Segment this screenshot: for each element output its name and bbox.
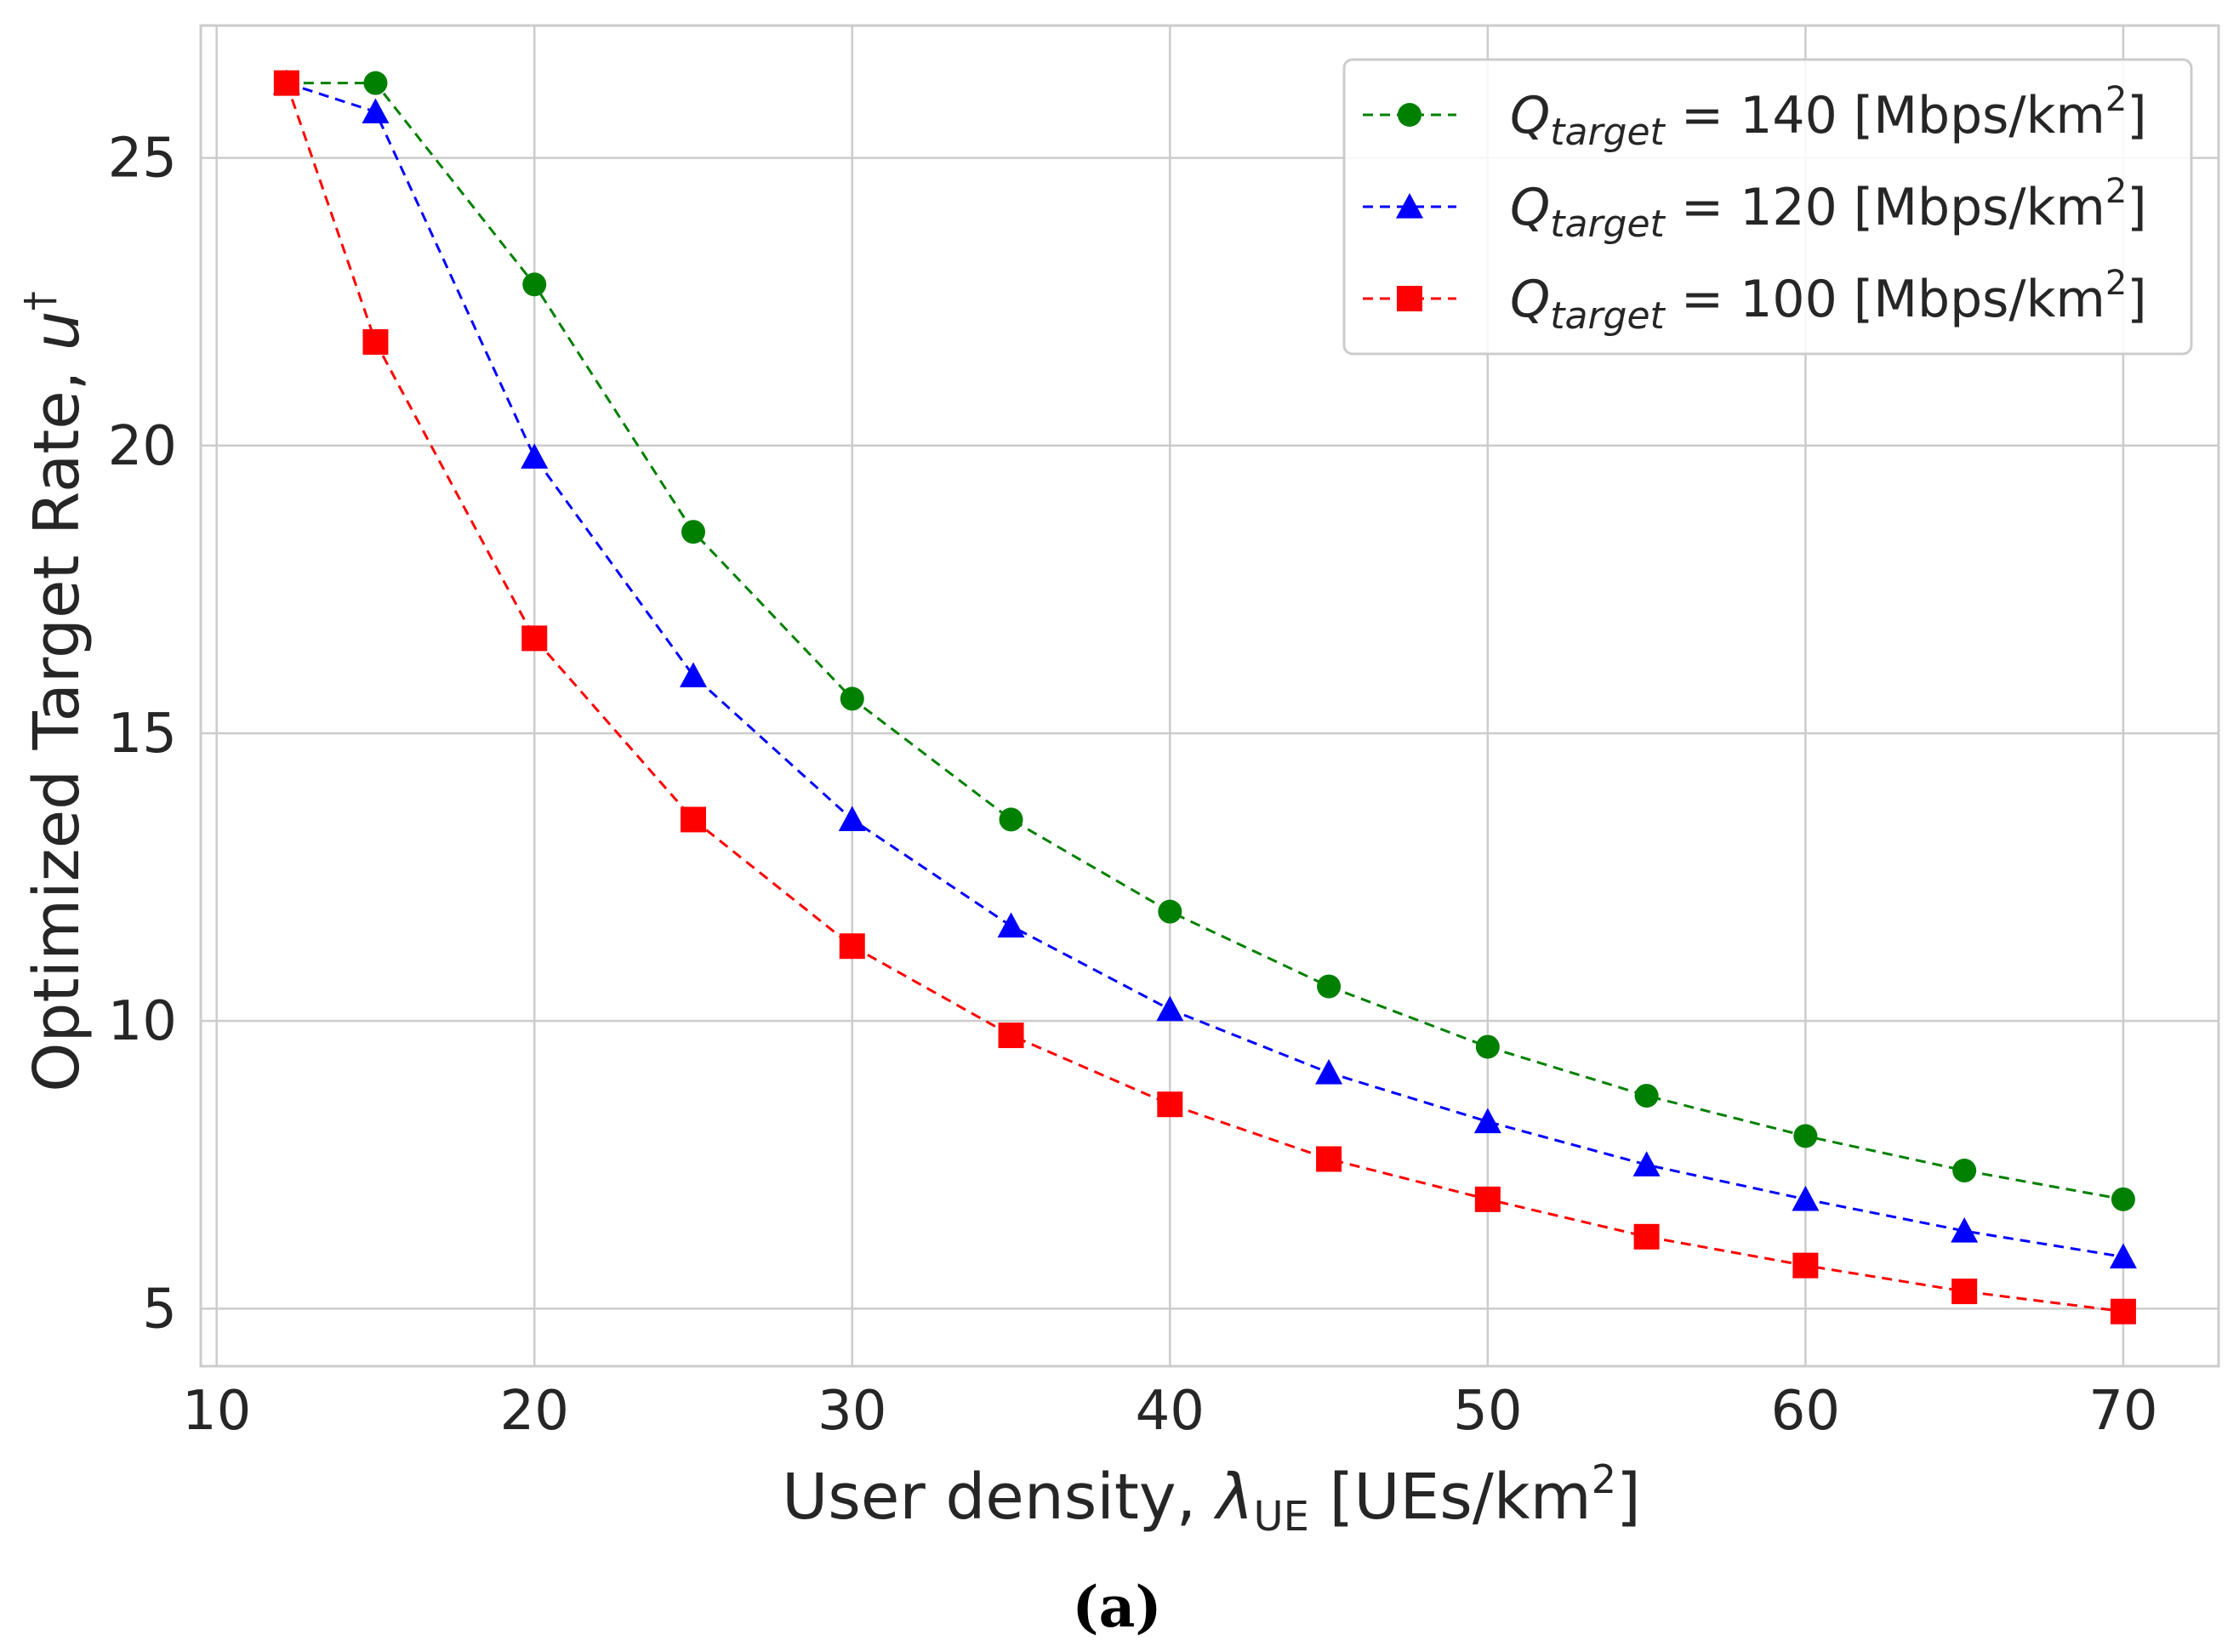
data-point: [679, 662, 707, 687]
data-point: [840, 686, 864, 711]
series-layer: [272, 69, 2137, 1324]
y-tick-label: 15: [108, 703, 177, 766]
data-point: [1792, 1185, 1820, 1211]
plot-frame: [199, 24, 2220, 1368]
data-point: [1475, 1034, 1500, 1059]
legend-marker: [1396, 193, 1423, 219]
data-point: [362, 98, 390, 124]
data-point: [522, 272, 547, 297]
data-point: [1158, 899, 1182, 924]
data-point: [2111, 1187, 2135, 1211]
data-point: [1317, 974, 1342, 999]
x-tick-label: 50: [1453, 1380, 1522, 1443]
data-point: [1634, 1084, 1659, 1108]
data-point: [273, 70, 299, 96]
data-point: [521, 625, 548, 652]
legend-marker: [1397, 286, 1422, 311]
data-point: [1157, 1091, 1183, 1118]
y-tick-label: 20: [108, 415, 177, 478]
legend-label: Qtarget = 140 [Mbps/km2]: [1510, 80, 2147, 154]
legend-box: [1342, 58, 2193, 356]
legend-label: Qtarget = 100 [Mbps/km2]: [1510, 264, 2147, 338]
data-point: [362, 329, 389, 356]
y-axis-label: Optimized Target Rate, u†: [16, 291, 94, 1091]
legend-entry: Qtarget = 140 [Mbps/km2]: [1363, 80, 2147, 154]
legend-entry: Qtarget = 100 [Mbps/km2]: [1363, 264, 2147, 338]
data-point: [1632, 1151, 1661, 1176]
x-tick-label: 10: [182, 1380, 251, 1443]
y-tick-label: 5: [142, 1278, 177, 1341]
legend-entry: Qtarget = 120 [Mbps/km2]: [1363, 172, 2147, 246]
data-point: [1792, 1252, 1819, 1279]
series-square: [273, 70, 2136, 1324]
data-point: [1473, 1108, 1501, 1134]
y-tick-labels: 5 10 15 20 25: [108, 128, 177, 1342]
x-tick-label: 20: [500, 1380, 569, 1443]
x-tick-labels: 10 20 30 40 50 60 70: [182, 1380, 2158, 1443]
data-point: [363, 71, 388, 95]
data-point: [1156, 995, 1184, 1022]
y-tick-label: 10: [108, 990, 177, 1053]
data-point: [1952, 1159, 1977, 1183]
data-point: [1793, 1124, 1818, 1148]
data-point: [1951, 1279, 1978, 1305]
legend: Qtarget = 140 [Mbps/km2] Qtarget = 120 [M…: [1342, 58, 2193, 356]
data-point: [1951, 1217, 1979, 1243]
data-point: [2110, 1298, 2136, 1324]
data-point: [521, 443, 549, 469]
x-tick-label: 70: [2088, 1380, 2157, 1443]
data-point: [680, 806, 706, 833]
data-point: [681, 520, 705, 544]
data-point: [1316, 1146, 1342, 1172]
x-tick-label: 40: [1136, 1380, 1205, 1443]
series-triangle: [272, 69, 2137, 1269]
data-point: [998, 1023, 1024, 1049]
data-point: [839, 933, 865, 960]
data-point: [997, 912, 1025, 938]
data-point: [1633, 1223, 1660, 1250]
x-tick-label: 30: [818, 1380, 886, 1443]
legend-label: Qtarget = 120 [Mbps/km2]: [1510, 172, 2147, 246]
data-point: [1315, 1059, 1343, 1085]
data-point: [838, 806, 866, 832]
data-point: [2109, 1243, 2137, 1269]
y-tick-label: 25: [108, 128, 177, 191]
x-tick-label: 60: [1771, 1380, 1840, 1443]
figure-caption: (a): [1072, 1574, 1161, 1640]
data-point: [999, 807, 1023, 832]
legend-marker: [1398, 103, 1421, 127]
data-point: [1474, 1186, 1501, 1212]
x-axis-label: User density, λUE [UEs/km2]: [782, 1456, 1641, 1541]
